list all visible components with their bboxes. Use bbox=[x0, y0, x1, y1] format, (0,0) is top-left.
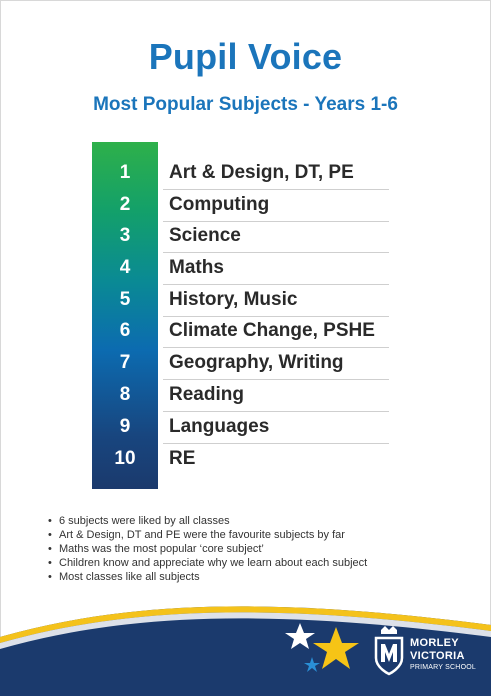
note-item: • Most classes like all subjects bbox=[48, 570, 468, 584]
subject-name: RE bbox=[169, 448, 196, 469]
row-divider bbox=[163, 189, 389, 190]
star-icon bbox=[304, 657, 320, 672]
bullet-glyph: • bbox=[48, 543, 52, 555]
row-divider bbox=[163, 379, 389, 380]
note-text: Art & Design, DT and PE were the favouri… bbox=[59, 529, 345, 541]
rank-number: 9 bbox=[119, 416, 131, 437]
subject-name: Art & Design, DT, PE bbox=[169, 162, 354, 183]
row-divider bbox=[163, 284, 389, 285]
note-text: Children know and appreciate why we lear… bbox=[59, 557, 368, 569]
rank-number: 10 bbox=[114, 448, 136, 469]
note-item: • Art & Design, DT and PE were the favour… bbox=[48, 528, 468, 542]
row-divider bbox=[163, 411, 389, 412]
school-name-line1: MORLEY bbox=[410, 637, 459, 649]
subject-name: Geography, Writing bbox=[169, 352, 344, 373]
footer-navy-band bbox=[0, 606, 491, 696]
school-name-line2: VICTORIA bbox=[410, 650, 465, 662]
star-icon bbox=[313, 627, 359, 669]
rank-number: 1 bbox=[119, 162, 131, 183]
subject-name: Science bbox=[169, 225, 241, 246]
rank-column bbox=[92, 142, 158, 489]
bullet-glyph: • bbox=[48, 571, 52, 583]
note-item: • Maths was the most popular ‘core subjec… bbox=[48, 542, 468, 556]
bullet-glyph: • bbox=[48, 515, 52, 527]
row-divider bbox=[163, 252, 389, 253]
subject-name: Reading bbox=[169, 384, 244, 405]
bullet-glyph: • bbox=[48, 529, 52, 541]
note-text: Maths was the most popular ‘core subject… bbox=[59, 543, 264, 555]
school-name-line3: PRIMARY SCHOOL bbox=[410, 664, 476, 671]
rank-number: 3 bbox=[119, 225, 131, 246]
rank-number: 5 bbox=[119, 289, 131, 310]
page-subtitle: Most Popular Subjects - Years 1-6 bbox=[93, 94, 398, 115]
school-crest-icon bbox=[374, 626, 404, 676]
footer-white-stripe bbox=[0, 612, 491, 649]
note-text: Most classes like all subjects bbox=[59, 571, 200, 583]
footer-yellow-stripe bbox=[0, 606, 491, 643]
page-title: Pupil Voice bbox=[148, 36, 343, 77]
subject-name: Maths bbox=[169, 257, 224, 278]
summary-notes: • 6 subjects were liked by all classes • A… bbox=[48, 514, 468, 584]
row-divider bbox=[163, 221, 389, 222]
note-item: • Children know and appreciate why we lea… bbox=[48, 556, 468, 570]
row-divider bbox=[163, 316, 389, 317]
subject-name: Computing bbox=[169, 194, 270, 215]
note-text: 6 subjects were liked by all classes bbox=[59, 515, 230, 527]
star-icon bbox=[285, 623, 315, 649]
rank-number: 8 bbox=[119, 384, 131, 405]
rank-number: 7 bbox=[119, 352, 131, 373]
rank-number: 2 bbox=[119, 194, 131, 215]
note-item: • 6 subjects were liked by all classes bbox=[48, 514, 468, 528]
row-divider bbox=[163, 347, 389, 348]
bullet-glyph: • bbox=[48, 557, 52, 569]
footer-wave bbox=[0, 606, 491, 696]
row-divider bbox=[163, 443, 389, 444]
subject-name: History, Music bbox=[169, 289, 298, 310]
subject-name: Climate Change, PSHE bbox=[169, 320, 375, 341]
rank-number: 6 bbox=[119, 320, 131, 341]
subject-name: Languages bbox=[169, 416, 270, 437]
rank-number: 4 bbox=[119, 257, 131, 278]
